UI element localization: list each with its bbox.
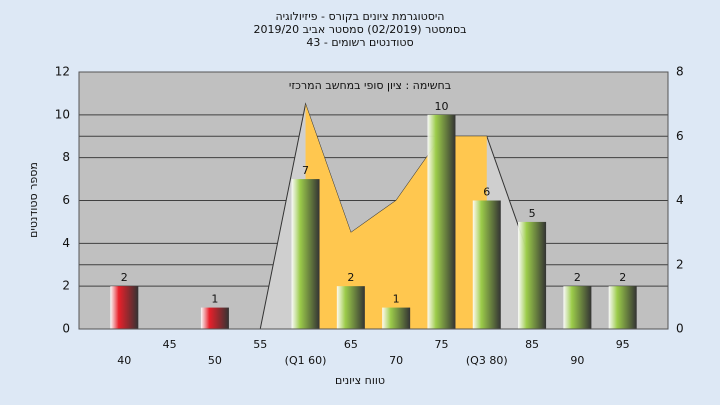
y2-tick-label: 4 bbox=[676, 193, 684, 207]
x-tick-label: 75 bbox=[434, 338, 448, 351]
value-label: 6 bbox=[483, 186, 490, 199]
x-tick-label: 50 bbox=[208, 354, 222, 367]
bar bbox=[427, 114, 456, 329]
bar bbox=[472, 200, 501, 329]
chart-title: היסטוגרמת ציונים בקורס - פיזיולוגיה bbox=[276, 10, 445, 23]
plot-border bbox=[78, 71, 669, 330]
y2-tick-label: 8 bbox=[676, 65, 684, 79]
x-tick-label: 90 bbox=[570, 354, 584, 367]
value-label: 7 bbox=[302, 164, 309, 177]
x-axis-label: טווח ציונים bbox=[335, 374, 385, 387]
bar bbox=[518, 221, 547, 329]
x-tick-label: 70 bbox=[389, 354, 403, 367]
y2-tick-label: 6 bbox=[676, 129, 684, 143]
x-tick-label: 40 bbox=[117, 354, 131, 367]
bar bbox=[291, 179, 320, 329]
y-tick-label: 10 bbox=[55, 107, 70, 121]
x-tick-label: 55 bbox=[253, 338, 267, 351]
annotation: בחשימה : ציון סופי במחשב המרכזי bbox=[289, 79, 451, 92]
x-tick-label: 95 bbox=[616, 338, 630, 351]
value-label: 2 bbox=[619, 271, 626, 284]
x-tick-label: 65 bbox=[344, 338, 358, 351]
value-label: 2 bbox=[121, 271, 128, 284]
bar bbox=[200, 307, 229, 329]
value-label: 2 bbox=[574, 271, 581, 284]
x-tick-label: (Q3 80) bbox=[466, 354, 508, 367]
y-tick-label: 4 bbox=[62, 236, 70, 250]
bar bbox=[110, 286, 139, 329]
value-label: 2 bbox=[347, 271, 354, 284]
chart-subtitle: סטודנטים רשומים - 43 bbox=[306, 36, 413, 49]
y-tick-label: 12 bbox=[55, 65, 70, 79]
bar bbox=[382, 307, 411, 329]
value-label: 10 bbox=[434, 100, 448, 113]
bar bbox=[608, 286, 637, 329]
x-tick-label: (Q1 60) bbox=[285, 354, 327, 367]
chart-subtitle: בסמסטר (02/2019) סמסטר אביב 2019/20 bbox=[253, 23, 466, 36]
value-label: 1 bbox=[393, 293, 400, 306]
value-label: 1 bbox=[211, 293, 218, 306]
x-tick-label: 45 bbox=[163, 338, 177, 351]
y-tick-label: 0 bbox=[62, 322, 70, 336]
y2-tick-label: 0 bbox=[676, 322, 684, 336]
y-tick-label: 2 bbox=[62, 279, 70, 293]
y-tick-label: 6 bbox=[62, 193, 70, 207]
bar bbox=[563, 286, 592, 329]
value-label: 5 bbox=[529, 207, 536, 220]
y2-tick-label: 2 bbox=[676, 257, 684, 271]
bar bbox=[336, 286, 365, 329]
y-axis-label: מספר סטודנטים bbox=[27, 162, 40, 238]
x-tick-label: 85 bbox=[525, 338, 539, 351]
y-tick-label: 8 bbox=[62, 150, 70, 164]
